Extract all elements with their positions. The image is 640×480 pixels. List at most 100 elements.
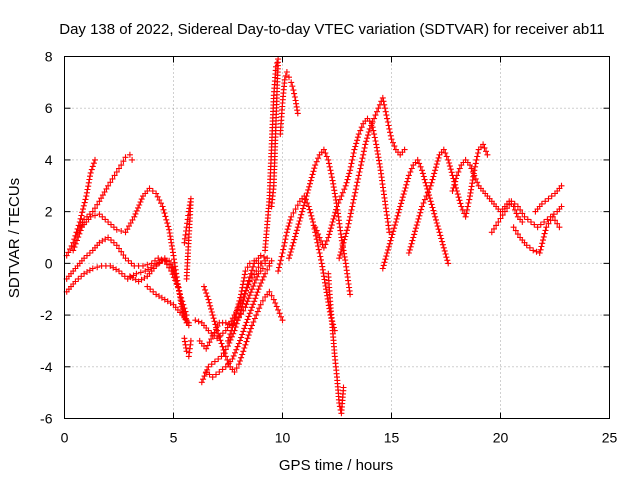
data-point (468, 165, 475, 172)
data-point (366, 125, 373, 132)
data-point (339, 189, 346, 196)
data-point (211, 358, 218, 365)
data-point (394, 212, 401, 219)
data-point (111, 172, 118, 179)
data-point (252, 276, 259, 283)
data-point (222, 319, 229, 326)
data-point (75, 234, 82, 241)
data-point (256, 283, 263, 290)
data-point (396, 206, 403, 213)
data-point (315, 246, 322, 253)
data-point (464, 203, 471, 210)
series-track-n (201, 283, 286, 375)
data-point (274, 60, 280, 66)
data-point (237, 358, 243, 364)
data-point (290, 209, 297, 216)
data-point (474, 179, 481, 186)
data-point (390, 139, 396, 146)
data-point (537, 221, 544, 228)
data-point (327, 167, 334, 174)
data-point (355, 175, 362, 182)
data-point (283, 69, 290, 75)
data-point (243, 301, 250, 308)
data-point (300, 202, 307, 209)
data-point (488, 229, 495, 236)
data-point (226, 334, 233, 341)
y-tick-labels: -6 -4 -2 0 2 4 6 8 (40, 49, 53, 427)
data-point (262, 270, 269, 277)
data-point (228, 327, 235, 334)
data-point (158, 257, 165, 264)
data-point (384, 115, 391, 122)
data-point (83, 193, 90, 200)
data-point (429, 176, 436, 183)
data-point (208, 336, 215, 342)
data-point (332, 209, 339, 216)
data-point (343, 179, 350, 186)
data-point (240, 328, 247, 335)
data-point (540, 237, 546, 244)
data-point (382, 256, 389, 263)
data-point (129, 216, 136, 223)
data-point (387, 237, 394, 244)
data-point (440, 244, 447, 251)
data-point (89, 163, 96, 170)
data-point (298, 211, 305, 218)
data-point (258, 280, 265, 286)
data-point (538, 243, 545, 250)
data-point (238, 306, 245, 313)
data-point (242, 268, 249, 275)
data-point (540, 233, 547, 240)
data-point (426, 195, 433, 202)
data-point (328, 222, 335, 229)
data-point (231, 317, 238, 324)
data-point (246, 292, 253, 299)
data-point (181, 235, 188, 242)
data-point (251, 315, 258, 322)
data-point (241, 294, 248, 300)
data-point (109, 175, 116, 182)
data-point (371, 134, 378, 141)
data-point (238, 291, 245, 298)
data-point (239, 351, 246, 358)
data-point (233, 346, 240, 353)
data-point (421, 176, 428, 183)
data-point (239, 331, 246, 338)
data-point (395, 209, 402, 216)
data-point (154, 193, 161, 200)
data-point (167, 233, 174, 240)
data-point (462, 213, 469, 220)
data-point (89, 208, 96, 215)
data-point (272, 300, 279, 306)
data-point (344, 227, 350, 234)
data-point (120, 252, 127, 258)
data-point (441, 247, 448, 254)
data-point (233, 310, 240, 317)
data-point (341, 253, 348, 260)
data-point (281, 76, 288, 83)
data-point (94, 201, 101, 208)
data-point (442, 150, 449, 156)
data-point (391, 225, 398, 232)
y-tick-label: 2 (45, 204, 53, 220)
data-point (289, 242, 296, 249)
data-point (277, 257, 284, 264)
data-point (329, 219, 336, 225)
data-point (244, 298, 251, 305)
data-point (330, 215, 337, 222)
data-point (419, 170, 426, 177)
series-track-o (225, 257, 269, 344)
data-point (347, 291, 354, 298)
data-point (319, 266, 326, 273)
data-point (205, 327, 212, 334)
data-point (161, 255, 168, 262)
data-point (89, 265, 96, 272)
data-point (246, 260, 253, 267)
data-point (152, 257, 158, 264)
data-point (219, 366, 226, 373)
data-point (156, 260, 162, 267)
data-point (99, 192, 106, 199)
data-point (224, 356, 231, 363)
data-point (204, 293, 211, 300)
data-point (241, 345, 248, 351)
